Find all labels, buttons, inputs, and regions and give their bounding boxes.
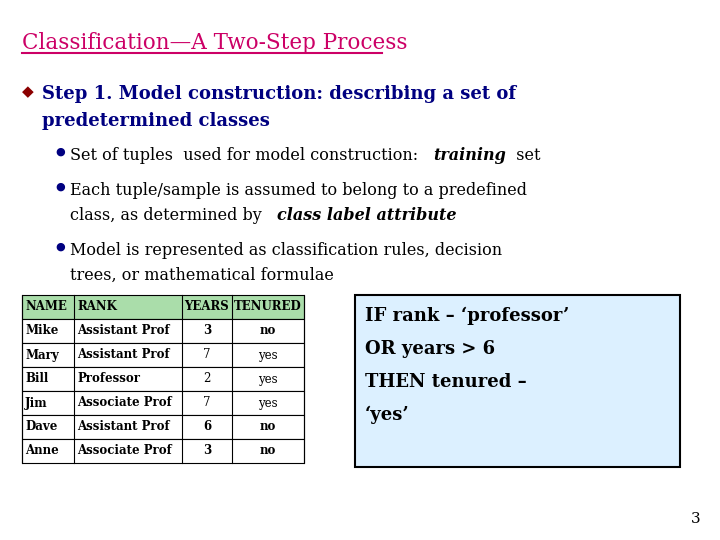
Bar <box>22 343 304 367</box>
Text: yes: yes <box>258 348 278 361</box>
Text: 3: 3 <box>690 512 700 526</box>
Text: no: no <box>260 444 276 457</box>
Text: 6: 6 <box>203 421 211 434</box>
Text: no: no <box>260 325 276 338</box>
Text: Dave: Dave <box>25 421 58 434</box>
Text: training: training <box>433 147 506 164</box>
Text: class label attribute: class label attribute <box>277 207 456 224</box>
Text: yes: yes <box>258 373 278 386</box>
Text: Assistant Prof: Assistant Prof <box>77 348 170 361</box>
Text: Jim: Jim <box>25 396 48 409</box>
Text: Step 1. Model construction: describing a set of: Step 1. Model construction: describing a… <box>42 85 516 103</box>
Text: Mike: Mike <box>25 325 58 338</box>
Text: Professor: Professor <box>77 373 140 386</box>
Text: THEN tenured –: THEN tenured – <box>365 373 527 391</box>
Text: ●: ● <box>55 147 65 157</box>
Text: Set of tuples  used for model construction:: Set of tuples used for model constructio… <box>70 147 433 164</box>
Text: class, as determined by: class, as determined by <box>70 207 277 224</box>
Bar <box>22 367 304 391</box>
Text: set: set <box>506 147 541 164</box>
Text: 3: 3 <box>203 444 211 457</box>
Bar <box>22 439 304 463</box>
Text: no: no <box>260 421 276 434</box>
Text: ●: ● <box>55 182 65 192</box>
Text: Bill: Bill <box>25 373 48 386</box>
Text: Classification—A Two-Step Process: Classification—A Two-Step Process <box>22 32 408 54</box>
Bar <box>22 391 304 415</box>
Text: NAME: NAME <box>25 300 67 314</box>
Text: Model is represented as classification rules, decision: Model is represented as classification r… <box>70 242 502 259</box>
Text: YEARS: YEARS <box>184 300 230 314</box>
Text: TENURED: TENURED <box>234 300 302 314</box>
Text: Anne: Anne <box>25 444 59 457</box>
Text: 2: 2 <box>203 373 211 386</box>
Bar <box>22 319 304 343</box>
Text: 7: 7 <box>203 396 211 409</box>
Text: Mary: Mary <box>25 348 59 361</box>
Bar <box>355 295 680 467</box>
Text: ◆: ◆ <box>22 85 34 99</box>
Text: Associate Prof: Associate Prof <box>77 396 172 409</box>
Text: trees, or mathematical formulae: trees, or mathematical formulae <box>70 267 334 284</box>
Text: Assistant Prof: Assistant Prof <box>77 421 170 434</box>
Text: yes: yes <box>258 396 278 409</box>
Text: ‘yes’: ‘yes’ <box>365 406 410 424</box>
Text: Assistant Prof: Assistant Prof <box>77 325 170 338</box>
Text: 7: 7 <box>203 348 211 361</box>
Text: ●: ● <box>55 242 65 252</box>
Text: Associate Prof: Associate Prof <box>77 444 172 457</box>
Text: predetermined classes: predetermined classes <box>42 112 270 130</box>
Text: RANK: RANK <box>77 300 117 314</box>
Text: IF rank – ‘professor’: IF rank – ‘professor’ <box>365 307 570 326</box>
Text: 3: 3 <box>203 325 211 338</box>
Text: Each tuple/sample is assumed to belong to a predefined: Each tuple/sample is assumed to belong t… <box>70 182 527 199</box>
Bar <box>22 415 304 439</box>
Bar <box>22 295 304 319</box>
Text: OR years > 6: OR years > 6 <box>365 340 495 358</box>
